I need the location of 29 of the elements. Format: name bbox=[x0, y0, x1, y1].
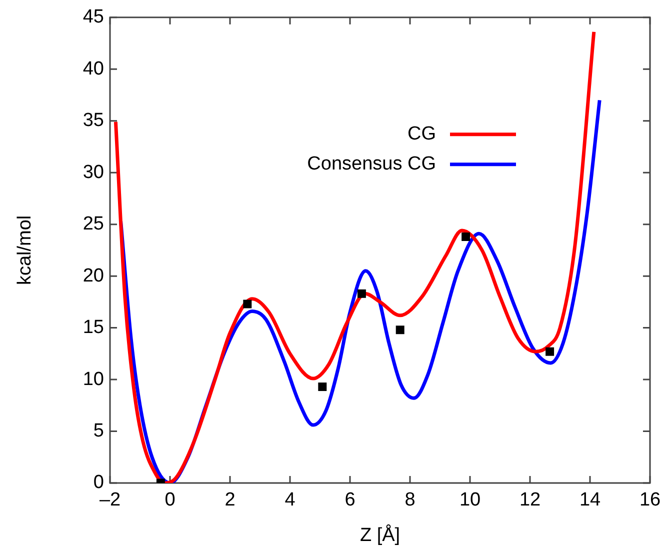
legend-label: Consensus CG bbox=[307, 154, 436, 175]
x-tick-label: 10 bbox=[459, 490, 481, 511]
y-tick-label: 40 bbox=[82, 58, 104, 80]
line-series bbox=[114, 30, 596, 483]
point bbox=[546, 347, 554, 356]
x-axis-title: Z [Å] bbox=[360, 524, 400, 546]
x-tick-label: 6 bbox=[344, 490, 356, 511]
y-tick-label: 45 bbox=[82, 6, 104, 28]
x-tick-label: 0 bbox=[164, 490, 176, 511]
legend-label: CG bbox=[408, 124, 436, 145]
x-tick-label: 8 bbox=[404, 490, 416, 511]
point bbox=[462, 232, 470, 241]
y-tick-label: 20 bbox=[82, 265, 104, 286]
x-tick-label: 16 bbox=[639, 490, 661, 511]
x-tick-label: 2 bbox=[224, 490, 236, 511]
x-tick-label: 14 bbox=[579, 490, 601, 511]
y-tick-label: 10 bbox=[82, 368, 104, 390]
y-tick-label: 35 bbox=[82, 110, 104, 132]
point bbox=[396, 326, 404, 334]
y-axis-title: kcal/mol bbox=[14, 215, 36, 286]
x-tick-label: 12 bbox=[519, 490, 541, 511]
x-tick-label: 4 bbox=[284, 490, 296, 511]
point bbox=[318, 382, 327, 392]
y-tick-label: 5 bbox=[93, 420, 104, 442]
point bbox=[357, 289, 366, 298]
point bbox=[243, 300, 252, 308]
y-tick-label: 15 bbox=[82, 317, 104, 338]
y-tick-label: 30 bbox=[82, 162, 104, 183]
y-tick-label: 25 bbox=[82, 214, 104, 235]
